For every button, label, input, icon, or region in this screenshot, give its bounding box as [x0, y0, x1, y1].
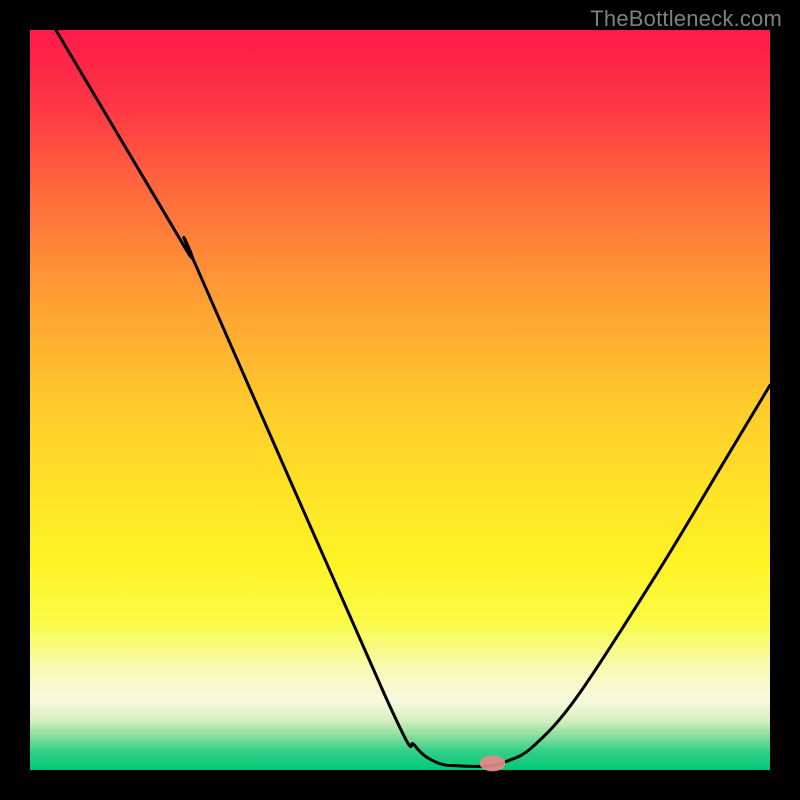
- optimal-marker: [480, 755, 506, 771]
- chart-background: [30, 30, 770, 770]
- watermark-text: TheBottleneck.com: [590, 6, 782, 32]
- bottleneck-chart: [0, 0, 800, 800]
